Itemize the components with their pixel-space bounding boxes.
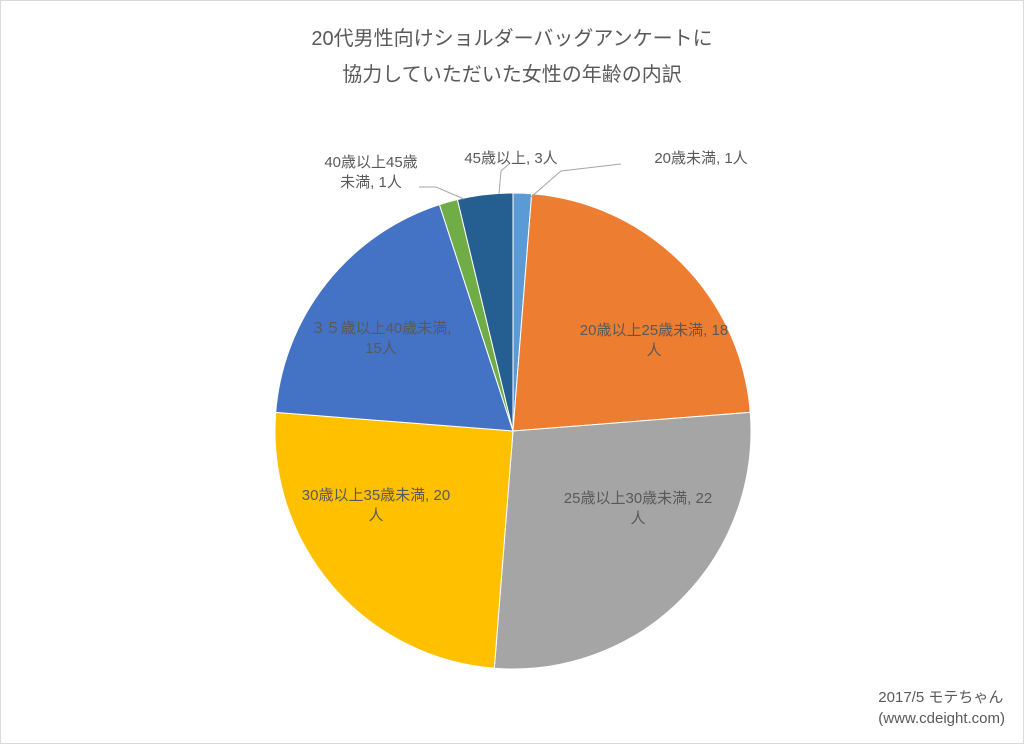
pie-slice [275, 412, 513, 668]
footer-line-1: 2017/5 モテちゃん [878, 689, 1003, 706]
data-label: 20歳未満, 1人 [621, 149, 781, 169]
data-label: 25歳以上30歳未満, 22 人 [538, 489, 738, 530]
data-label: 20歳以上25歳未満, 18 人 [554, 321, 754, 362]
pie-slice [513, 194, 750, 431]
footer-credit: 2017/5 モテちゃん (www.cdeight.com) [878, 687, 1005, 729]
data-label: 30歳以上35歳未満, 20 人 [276, 486, 476, 527]
data-label: ３５歳以上40歳未満, 15人 [281, 319, 481, 360]
pie-slice [494, 412, 751, 669]
data-label: 45歳以上, 3人 [441, 149, 581, 169]
data-label: 40歳以上45歳 未満, 1人 [306, 153, 436, 194]
chart-container: 20代男性向けショルダーバッグアンケートに 協力していただいた女性の年齢の内訳 … [0, 0, 1024, 744]
footer-line-2: (www.cdeight.com) [878, 710, 1005, 727]
pie-chart [1, 1, 1024, 744]
